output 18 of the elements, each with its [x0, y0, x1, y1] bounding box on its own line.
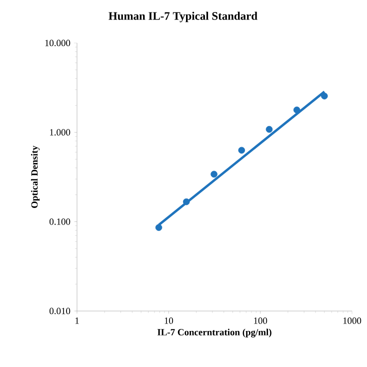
x-axis-title: IL-7 Concerntration (pg/ml): [158, 328, 272, 338]
point: [266, 126, 273, 133]
point: [155, 224, 162, 231]
y-tick-label: 0.010: [50, 308, 70, 314]
point: [238, 146, 246, 154]
x-tick-label: 1000: [343, 318, 362, 324]
point: [182, 198, 190, 206]
point: [293, 106, 300, 114]
point: [210, 170, 218, 178]
x-tick-label: 100: [254, 318, 268, 324]
x-tick-label: 10: [164, 318, 174, 324]
y-axis-title: Optical Density: [31, 146, 40, 208]
point: [321, 92, 328, 100]
y-tick-label: 1.000: [50, 129, 70, 136]
y-tick-label: 0.100: [50, 218, 70, 225]
y-tick-label: 10.000: [45, 40, 70, 46]
x-tick-label: 1: [75, 318, 79, 324]
chart-title: Human IL-7 Typical Standard: [108, 12, 258, 22]
